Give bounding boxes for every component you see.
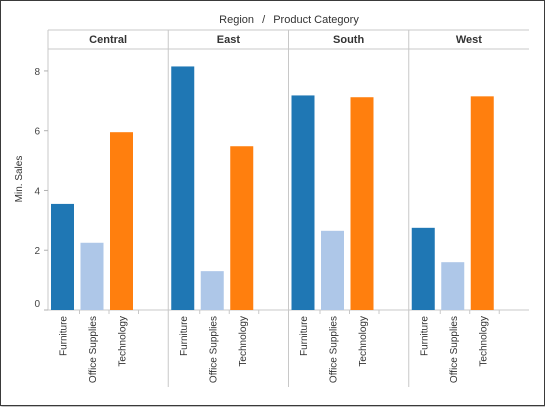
y-tick-label: 4	[34, 186, 40, 197]
x-category-label: Office Supplies	[208, 316, 219, 383]
bar-south-technology	[350, 97, 374, 310]
header-separator: /	[262, 14, 266, 26]
y-tick-label: 6	[34, 127, 40, 138]
header-dim1: Region	[219, 14, 254, 26]
pane-header-west: West	[456, 34, 482, 46]
y-tick-label: 0	[34, 299, 40, 310]
y-axis-title: Min. Sales	[14, 156, 25, 203]
y-tick-label: 8	[34, 67, 40, 78]
pane-header-south: South	[333, 34, 364, 46]
bar-central-technology	[110, 132, 133, 310]
bar-west-technology	[470, 96, 494, 311]
pane-header-central: Central	[89, 34, 127, 46]
pane-header-east: East	[217, 34, 241, 46]
x-category-label: Furniture	[59, 316, 70, 356]
x-category-label: Office Supplies	[88, 316, 99, 383]
x-category-label: Furniture	[299, 316, 310, 356]
x-category-label: Furniture	[179, 316, 190, 356]
bar-west-furniture	[411, 227, 435, 310]
bar-central-office-supplies	[80, 242, 104, 310]
bar-east-technology	[230, 146, 254, 310]
y-tick-label: 2	[34, 246, 40, 257]
bar-south-office-supplies	[321, 230, 344, 310]
x-category-label: Technology	[118, 316, 129, 367]
bar-east-furniture	[171, 66, 195, 310]
x-category-label: Technology	[478, 316, 489, 367]
bar-central-furniture	[51, 203, 74, 310]
x-category-label: Office Supplies	[449, 316, 460, 383]
x-category-label: Furniture	[419, 316, 430, 356]
header-dim2: Product Category	[273, 14, 359, 26]
x-category-label: Office Supplies	[329, 316, 340, 383]
x-category-label: Technology	[358, 316, 369, 367]
bar-west-office-supplies	[441, 262, 465, 310]
panes-layer: 0 2 4 6 8 Central Furniture Office Supplies Tech…	[34, 29, 529, 387]
x-category-label: Technology	[238, 316, 249, 367]
bar-east-office-supplies	[200, 271, 224, 310]
column-header-title: Region / Product Category	[219, 14, 359, 26]
bar-south-furniture	[291, 95, 315, 311]
